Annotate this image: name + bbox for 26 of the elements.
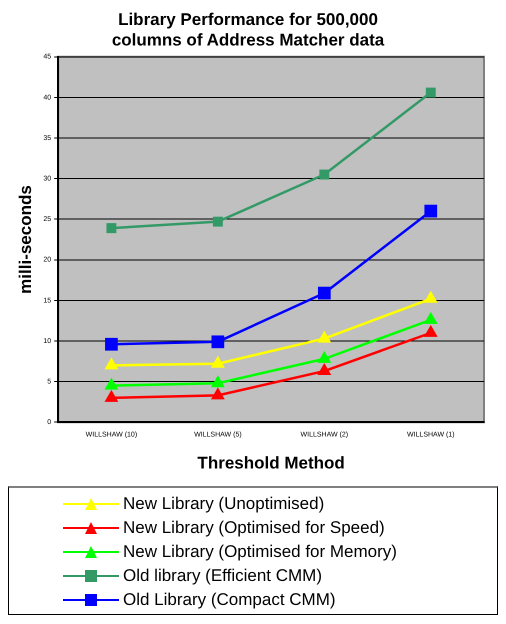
point — [424, 290, 438, 303]
y-axis-title: milli-seconds — [16, 185, 35, 294]
point — [424, 204, 438, 218]
point — [319, 170, 330, 180]
point — [104, 378, 118, 390]
point — [426, 88, 436, 98]
point — [210, 356, 225, 368]
legend-label: Old Library (Compact CMM) — [123, 589, 336, 611]
point — [210, 375, 225, 388]
legend-label: New Library (Optimised for Memory) — [123, 541, 397, 563]
legend-label: New Library (Unoptimised) — [123, 493, 324, 515]
point — [317, 363, 332, 376]
point — [210, 387, 225, 400]
point — [317, 330, 332, 343]
point — [318, 286, 331, 300]
chart-title: Library Performance for 500,000 columns of Address Matcher data — [112, 10, 385, 50]
x-axis-title: Threshold Method — [197, 453, 345, 472]
legend-label: Old library (Efficient CMM) — [123, 565, 322, 587]
point — [104, 357, 118, 370]
point — [424, 324, 438, 337]
point — [104, 390, 118, 402]
point — [106, 223, 116, 234]
point — [212, 216, 223, 227]
legend-label: New Library (Optimised for Speed) — [123, 517, 385, 539]
point — [424, 312, 438, 324]
point — [317, 350, 332, 363]
